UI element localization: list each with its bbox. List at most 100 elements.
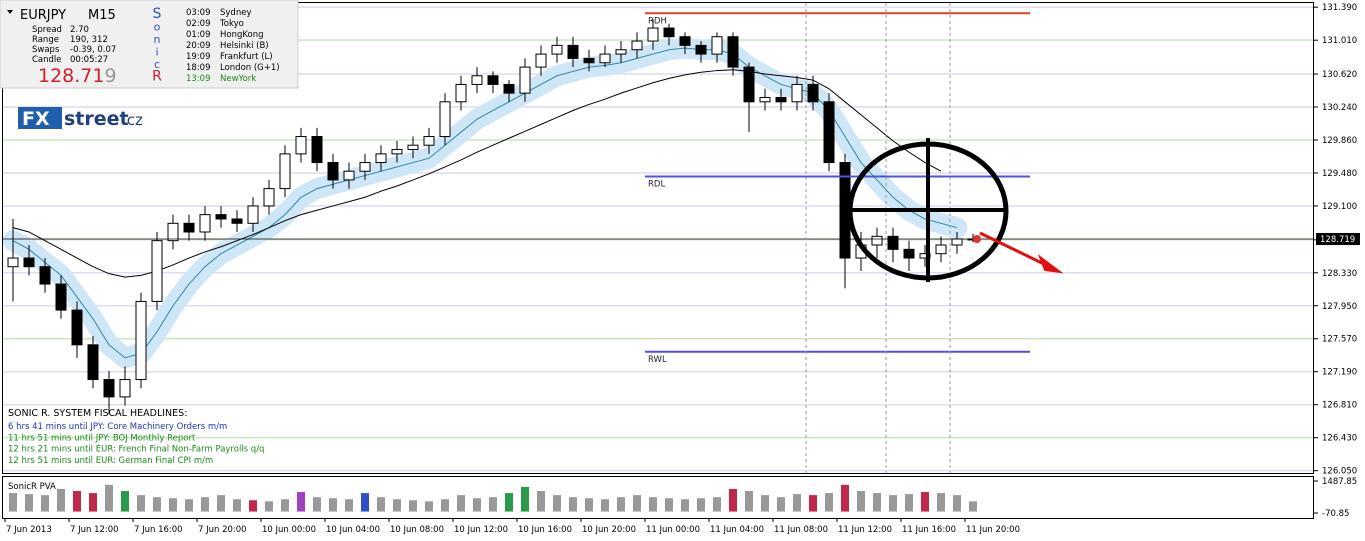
volume-bar xyxy=(729,488,737,512)
candle-body xyxy=(871,235,883,246)
candle-body xyxy=(151,240,163,302)
candle-body xyxy=(295,136,307,155)
info-panel xyxy=(0,0,299,89)
candle-body xyxy=(87,344,99,381)
candle-body xyxy=(279,153,291,190)
volume-bar xyxy=(745,491,753,512)
volume-bar xyxy=(969,501,977,512)
volume-frame xyxy=(2,476,1314,519)
volume-bar xyxy=(553,495,561,512)
candle-body xyxy=(535,53,547,68)
volume-bar xyxy=(425,501,433,512)
volume-bar xyxy=(457,495,465,512)
candle-body xyxy=(7,257,19,268)
volume-bar xyxy=(297,492,305,512)
main-frame xyxy=(2,2,1314,474)
candle-body xyxy=(119,379,131,398)
candle-body xyxy=(663,27,675,38)
volume-bar xyxy=(137,495,145,512)
volume-title: SonicR PVA xyxy=(8,482,56,492)
candle-body xyxy=(743,66,755,103)
candle-body xyxy=(823,101,835,164)
sonic-letter: n xyxy=(154,33,161,46)
volume-bar xyxy=(569,497,577,512)
candle-body xyxy=(23,257,35,268)
headlines: SONIC R. SYSTEM FISCAL HEADLINES: 6 hrs 4… xyxy=(8,408,264,466)
y-tick-label: 128.330 xyxy=(1322,269,1357,279)
x-tick-label: 7 Jun 20:00 xyxy=(198,525,247,535)
candle-body xyxy=(615,49,627,55)
volume-bar xyxy=(41,495,49,512)
clock-city: Frankfurt (L) xyxy=(220,52,273,62)
volume-bar xyxy=(777,497,785,512)
candle-body xyxy=(583,57,595,64)
info-value: 190, 312 xyxy=(70,35,108,45)
y-tick-label: 131.010 xyxy=(1322,36,1357,46)
candle-body xyxy=(887,235,899,250)
volume-bar xyxy=(169,498,177,512)
sonic-letter: c xyxy=(154,58,160,71)
volume-bar xyxy=(713,497,721,512)
candle-body xyxy=(423,136,435,146)
logo-tld: .cz xyxy=(122,111,143,129)
x-tick-label: 11 Jun 16:00 xyxy=(902,525,956,535)
candle-body xyxy=(487,75,499,85)
x-tick-label: 11 Jun 00:00 xyxy=(646,525,700,535)
headlines-title: SONIC R. SYSTEM FISCAL HEADLINES: xyxy=(8,408,187,419)
volume-bar xyxy=(265,501,273,512)
candle-body xyxy=(935,244,947,255)
clock-city: HongKong xyxy=(220,30,264,40)
x-tick-label: 11 Jun 08:00 xyxy=(774,525,828,535)
clock-time: 13:09 xyxy=(186,74,211,84)
volume-bar xyxy=(57,488,65,512)
sonic-letters: SonicR xyxy=(152,6,162,85)
x-tick-label: 7 Jun 12:00 xyxy=(70,525,119,535)
volume-bar xyxy=(73,491,81,512)
volume-bar xyxy=(361,493,369,512)
y-tick-label: 129.860 xyxy=(1322,136,1357,146)
menu-arrow[interactable] xyxy=(7,10,13,14)
clock-time: 02:09 xyxy=(186,19,211,29)
volume-bar xyxy=(601,499,609,512)
sonic-letter: o xyxy=(154,21,161,34)
candle-body xyxy=(503,83,515,94)
volume-bar xyxy=(233,499,241,512)
volume-bar xyxy=(761,495,769,512)
candle-body xyxy=(695,44,707,55)
y-tick-label: 127.570 xyxy=(1322,335,1357,345)
clocks: 03:09 Sydney 02:09 Tokyo 01:09 HongKong 20:09 H… xyxy=(186,8,280,84)
y-tick-label: 126.050 xyxy=(1322,467,1357,477)
candle-body xyxy=(759,96,771,103)
volume-bar xyxy=(681,499,689,512)
x-tick-label: 11 Jun 20:00 xyxy=(966,525,1020,535)
clock-time: 20:09 xyxy=(186,41,211,51)
bid-last-digit: 9 xyxy=(104,65,116,87)
current-price-box xyxy=(1316,233,1360,246)
candle-body xyxy=(391,149,403,155)
headline: 12 hrs 21 mins until EUR: French Final N… xyxy=(8,445,264,455)
candle-body xyxy=(183,222,195,233)
volume-bar xyxy=(201,497,209,512)
period: M15 xyxy=(88,8,116,23)
candle-body xyxy=(599,53,611,64)
price-dot xyxy=(973,235,981,243)
sonic-letter: i xyxy=(155,46,158,59)
y-tick-label: 129.100 xyxy=(1322,202,1357,212)
candle-body xyxy=(343,170,355,181)
bid-price: 128.719 xyxy=(38,65,117,87)
volume-bar xyxy=(9,493,17,512)
sonic-letter: R xyxy=(152,69,162,85)
clock-time: 01:09 xyxy=(186,30,211,40)
candle-body xyxy=(327,162,339,181)
x-tick-label: 7 Jun 16:00 xyxy=(134,525,183,535)
volume-bar xyxy=(649,497,657,512)
volume-bar xyxy=(889,495,897,512)
volume-bar xyxy=(521,486,529,512)
candle-body xyxy=(711,36,723,55)
candle-body xyxy=(375,153,387,164)
ma-line xyxy=(12,69,942,278)
volume-bar xyxy=(281,499,289,512)
volume-bar xyxy=(473,498,481,512)
